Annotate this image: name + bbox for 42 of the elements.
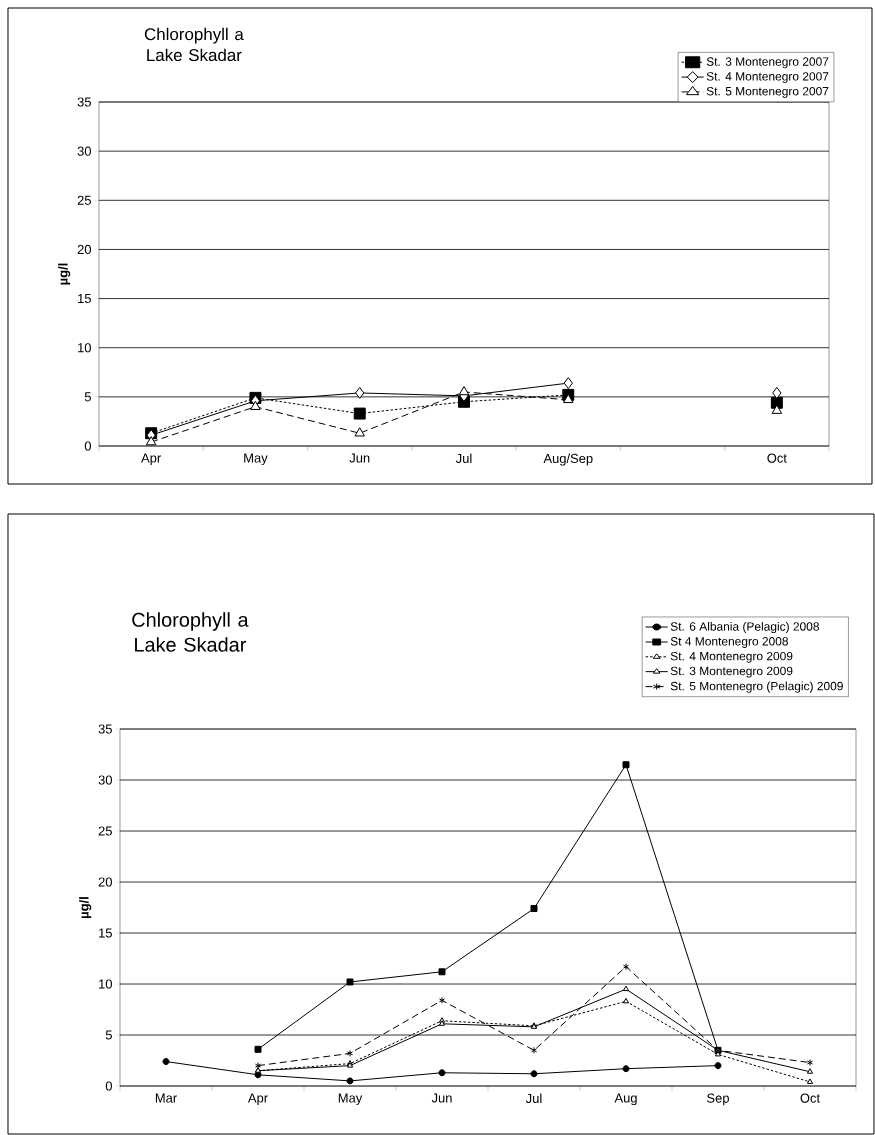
legend-label: St. 3 Montenegro 2007 [706,57,829,69]
x-tick-label: Oct [800,1093,820,1103]
y-tick-label: 15 [78,294,91,304]
x-tick-label: Aug [614,1093,637,1106]
y-axis-title: µg/l [58,263,71,285]
legend-label: St. 5 Montenegro (Pelagic) 2009 [670,681,843,693]
chart-title: Chlorophyll a Lake Skadar [144,27,244,62]
x-tick-label: Sep [707,1093,729,1106]
x-tick-label: Apr [141,453,161,466]
y-tick-label: 10 [99,979,112,989]
x-tick-label: Jun [349,453,370,463]
y-tick-label: 0 [84,441,91,451]
legend-label: St. 4 Montenegro 2007 [706,72,829,83]
y-tick-label: 25 [98,826,112,836]
y-tick-label: 35 [77,97,91,107]
y-tick-label: 5 [84,392,91,402]
legend-label: St 4 Montenegro 2008 [670,637,788,648]
y-tick-label: 30 [98,775,112,785]
chart-title: Chlorophyll a Lake Skadar [132,612,249,652]
legend-label: St. 3 Montenegro 2009 [670,666,793,678]
y-tick-label: 10 [78,343,91,353]
y-tick-label: 5 [105,1030,112,1040]
x-tick-label: May [244,453,268,466]
legend-label: St. 5 Montenegro 2007 [706,86,829,98]
y-tick-label: 20 [98,877,112,887]
legend-label: St. 4 Montenegro 2009 [670,651,793,663]
y-axis-title: µg/l [79,897,92,918]
x-tick-label: Apr [247,1093,268,1106]
y-tick-label: 0 [105,1081,112,1091]
y-tick-label: 15 [99,928,112,938]
y-tick-label: 25 [77,195,91,205]
y-tick-label: 20 [77,244,91,255]
x-tick-label: May [338,1093,363,1106]
y-tick-label: 30 [77,146,91,156]
x-tick-label: Jul [525,1093,542,1104]
x-tick-label: Jun [431,1093,452,1103]
x-tick-label: Mar [155,1093,177,1103]
y-tick-label: 35 [98,724,112,734]
x-tick-label: Aug/Sep [543,453,593,466]
x-tick-label: Jul [455,453,472,464]
legend-label: St. 6 Albania (Pelagic) 2008 [670,621,819,634]
x-tick-label: Oct [767,453,787,463]
